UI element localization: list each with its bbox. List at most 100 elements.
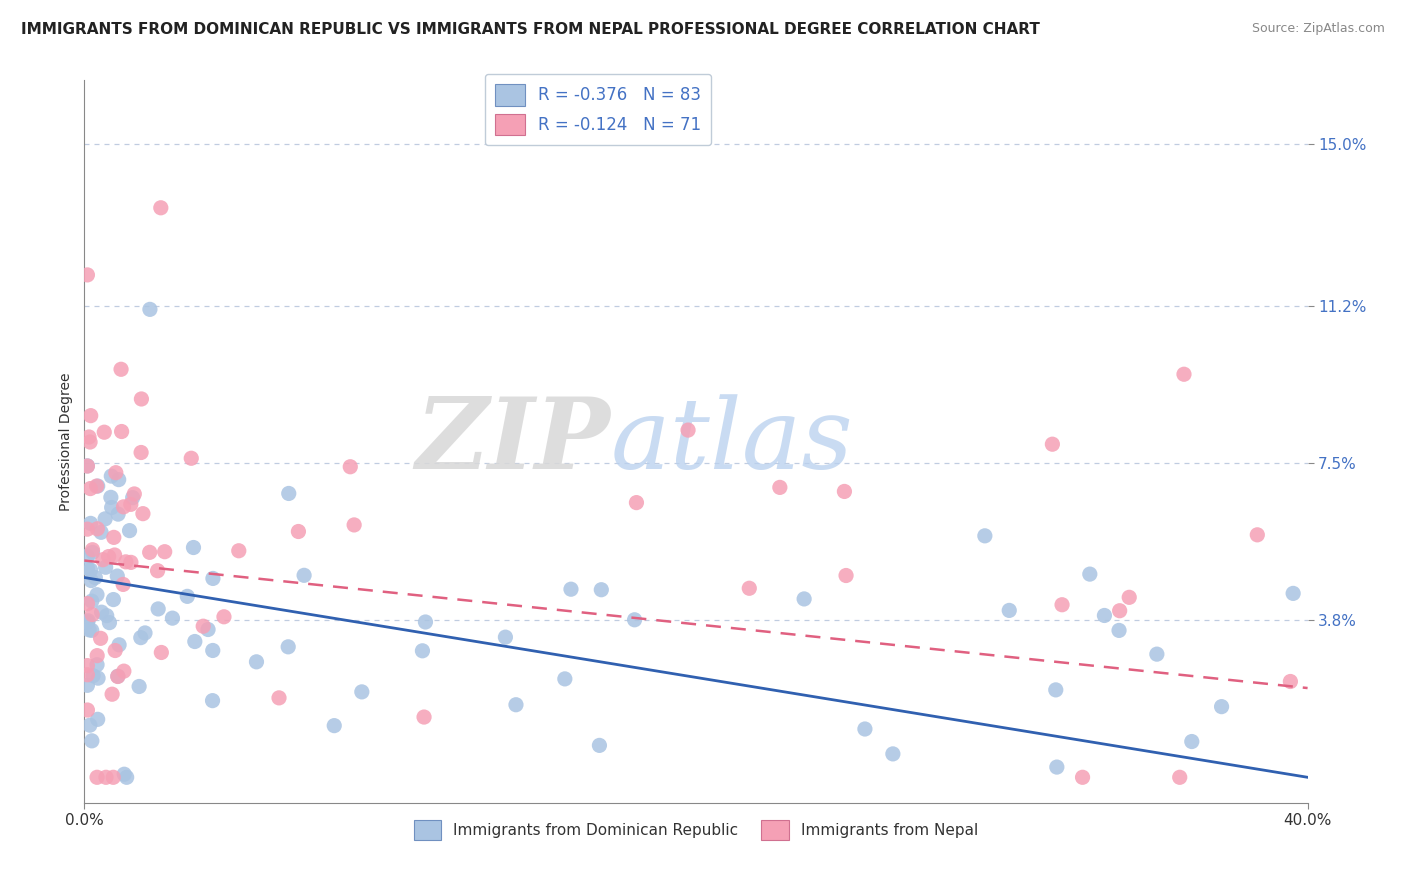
- Point: [100, 500, 122, 515]
- Point: [124, 487, 146, 501]
- Point: [287, 524, 309, 539]
- Point: [79, 482, 101, 496]
- Point: [82, 542, 104, 557]
- Point: [267, 690, 290, 705]
- Point: [1168, 770, 1191, 784]
- Point: [108, 638, 131, 652]
- Point: [91, 552, 114, 566]
- Point: [100, 469, 122, 483]
- Point: [201, 571, 224, 585]
- Point: [228, 543, 250, 558]
- Point: [201, 693, 224, 707]
- Point: [1050, 598, 1073, 612]
- Point: [98, 615, 121, 630]
- Point: [86, 657, 108, 672]
- Point: [82, 669, 104, 683]
- Point: [76, 458, 98, 473]
- Point: [94, 770, 117, 784]
- Point: [103, 770, 125, 784]
- Point: [107, 507, 129, 521]
- Point: [853, 722, 876, 736]
- Point: [591, 582, 613, 597]
- Point: [323, 718, 346, 732]
- Point: [129, 631, 152, 645]
- Point: [1246, 528, 1268, 542]
- Point: [112, 664, 135, 678]
- Point: [1282, 586, 1305, 600]
- Point: [76, 522, 98, 536]
- Point: [245, 655, 267, 669]
- Point: [76, 658, 98, 673]
- Point: [193, 619, 215, 633]
- Point: [1040, 437, 1063, 451]
- Point: [1071, 770, 1094, 784]
- Point: [183, 541, 205, 555]
- Point: [105, 569, 128, 583]
- Point: [80, 409, 103, 423]
- Point: [1108, 624, 1130, 638]
- Point: [277, 640, 299, 654]
- Point: [201, 643, 224, 657]
- Point: [738, 581, 761, 595]
- Legend: Immigrants from Dominican Republic, Immigrants from Nepal: Immigrants from Dominican Republic, Immi…: [408, 814, 984, 846]
- Point: [112, 500, 135, 514]
- Point: [292, 568, 315, 582]
- Point: [118, 524, 141, 538]
- Y-axis label: Professional Degree: Professional Degree: [59, 372, 73, 511]
- Point: [1078, 567, 1101, 582]
- Point: [973, 529, 995, 543]
- Point: [100, 491, 122, 505]
- Point: [769, 480, 792, 494]
- Point: [146, 602, 169, 616]
- Point: [86, 770, 108, 784]
- Point: [94, 512, 117, 526]
- Point: [339, 459, 361, 474]
- Point: [96, 608, 118, 623]
- Point: [76, 678, 98, 692]
- Point: [153, 544, 176, 558]
- Point: [623, 613, 645, 627]
- Text: Source: ZipAtlas.com: Source: ZipAtlas.com: [1251, 22, 1385, 36]
- Text: ZIP: ZIP: [415, 393, 610, 490]
- Point: [90, 632, 112, 646]
- Point: [86, 479, 108, 493]
- Point: [554, 672, 576, 686]
- Point: [114, 555, 136, 569]
- Point: [1094, 608, 1116, 623]
- Point: [104, 643, 127, 657]
- Point: [998, 603, 1021, 617]
- Point: [87, 671, 110, 685]
- Point: [132, 507, 155, 521]
- Point: [676, 423, 699, 437]
- Point: [90, 525, 112, 540]
- Point: [76, 458, 98, 473]
- Point: [411, 644, 433, 658]
- Point: [110, 425, 132, 439]
- Point: [882, 747, 904, 761]
- Point: [120, 555, 142, 569]
- Point: [149, 201, 172, 215]
- Point: [128, 680, 150, 694]
- Text: IMMIGRANTS FROM DOMINICAN REPUBLIC VS IMMIGRANTS FROM NEPAL PROFESSIONAL DEGREE : IMMIGRANTS FROM DOMINICAN REPUBLIC VS IM…: [21, 22, 1040, 37]
- Point: [80, 624, 103, 638]
- Point: [1045, 682, 1067, 697]
- Point: [86, 712, 108, 726]
- Point: [86, 479, 108, 493]
- Point: [129, 445, 152, 459]
- Point: [77, 614, 100, 628]
- Point: [1118, 591, 1140, 605]
- Point: [110, 362, 132, 376]
- Point: [139, 302, 162, 317]
- Point: [82, 545, 104, 559]
- Point: [76, 597, 98, 611]
- Point: [176, 590, 198, 604]
- Point: [150, 645, 173, 659]
- Point: [94, 560, 117, 574]
- Point: [793, 591, 815, 606]
- Point: [90, 605, 112, 619]
- Point: [343, 517, 366, 532]
- Point: [146, 564, 169, 578]
- Point: [350, 685, 373, 699]
- Point: [97, 549, 120, 564]
- Point: [104, 548, 127, 562]
